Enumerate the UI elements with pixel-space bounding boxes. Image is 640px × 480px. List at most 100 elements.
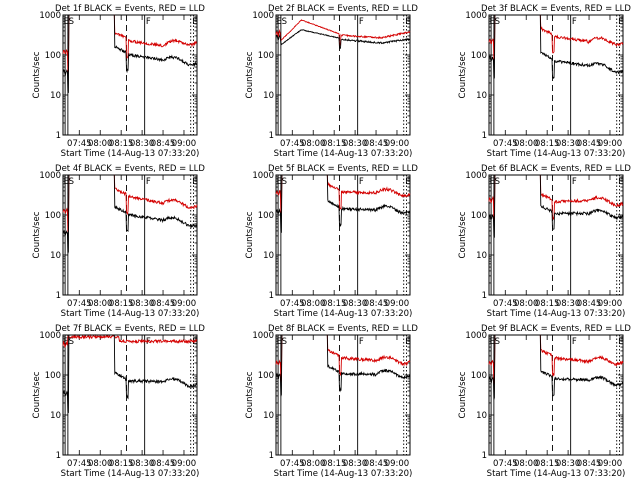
panel-title: Det 3f BLACK = Events, RED = LLD bbox=[481, 4, 631, 14]
event-marker-label: E bbox=[192, 177, 197, 187]
x-tick-label: 08:45 bbox=[364, 459, 389, 469]
events-series-line bbox=[488, 174, 624, 238]
x-tick-label: 08:30 bbox=[130, 299, 155, 309]
x-tick-label: 08:15 bbox=[109, 459, 134, 469]
x-tick-label: 09:00 bbox=[172, 299, 197, 309]
y-axis-label: Counts/sec bbox=[245, 211, 255, 258]
x-tick-label: 07:45 bbox=[67, 459, 92, 469]
x-tick-label: 08:30 bbox=[556, 459, 581, 469]
x-tick-label: 08:45 bbox=[151, 459, 176, 469]
panel-title: Det 1f BLACK = Events, RED = LLD bbox=[55, 4, 205, 14]
y-tick-label: 1000 bbox=[252, 11, 274, 21]
x-tick-label: 07:45 bbox=[493, 139, 518, 149]
y-tick-label: 100 bbox=[471, 371, 487, 381]
y-tick-label: 10 bbox=[476, 91, 487, 101]
y-tick-label: 1000 bbox=[39, 11, 61, 21]
event-marker-label: S bbox=[69, 17, 74, 27]
x-tick-label: 08:00 bbox=[514, 139, 539, 149]
x-tick-label: 08:15 bbox=[535, 139, 560, 149]
event-marker-label: E bbox=[490, 177, 495, 187]
x-tick-label: 08:15 bbox=[535, 299, 560, 309]
event-marker-label: S bbox=[495, 337, 500, 347]
lld-series-line bbox=[488, 334, 624, 385]
x-tick-label: 09:00 bbox=[598, 459, 623, 469]
x-tick-label: 07:45 bbox=[280, 459, 305, 469]
events-series-line bbox=[488, 334, 624, 400]
event-marker-label: E bbox=[618, 17, 623, 27]
y-axis-label: Counts/sec bbox=[458, 51, 468, 98]
x-tick-label: 08:00 bbox=[88, 299, 113, 309]
y-axis-label: Counts/sec bbox=[245, 371, 255, 418]
event-marker-label: E bbox=[405, 17, 410, 27]
event-marker-label: S bbox=[282, 337, 287, 347]
x-tick-label: 08:00 bbox=[301, 459, 326, 469]
x-tick-label: 08:30 bbox=[343, 139, 368, 149]
event-marker-label: S bbox=[69, 177, 74, 187]
y-tick-label: 100 bbox=[258, 51, 274, 61]
detector-panel: Det 9f BLACK = Events, RED = LLD 1 10 100 10… bbox=[458, 324, 631, 479]
y-tick-label: 1 bbox=[482, 291, 487, 301]
x-axis-label: Start Time (14-Aug-13 07:33:20) bbox=[61, 469, 200, 479]
y-tick-label: 10 bbox=[476, 411, 487, 421]
x-axis-label: Start Time (14-Aug-13 07:33:20) bbox=[487, 309, 626, 319]
event-marker-label: E bbox=[405, 177, 410, 187]
detector-panel: Det 4f BLACK = Events, RED = LLD 1 10 100 10… bbox=[32, 164, 205, 319]
y-tick-label: 1 bbox=[269, 451, 274, 461]
x-tick-label: 08:15 bbox=[109, 299, 134, 309]
event-marker-label: F bbox=[359, 177, 364, 187]
x-tick-label: 09:00 bbox=[385, 299, 410, 309]
lld-series-line bbox=[488, 174, 624, 221]
lld-series-line bbox=[62, 333, 198, 348]
y-axis-label: Counts/sec bbox=[32, 51, 42, 98]
plot-frame bbox=[488, 174, 624, 296]
event-marker-label: S bbox=[282, 177, 287, 187]
y-tick-label: 1000 bbox=[465, 11, 487, 21]
x-tick-label: 08:30 bbox=[556, 299, 581, 309]
x-tick-label: 09:00 bbox=[598, 299, 623, 309]
x-tick-label: 07:45 bbox=[67, 299, 92, 309]
x-tick-label: 08:15 bbox=[322, 459, 347, 469]
y-tick-label: 1000 bbox=[252, 331, 274, 341]
y-tick-label: 1 bbox=[56, 131, 61, 141]
x-tick-label: 08:00 bbox=[301, 139, 326, 149]
lld-series-line bbox=[62, 14, 198, 73]
x-tick-label: 07:45 bbox=[493, 299, 518, 309]
events-series-line bbox=[275, 334, 411, 397]
detector-panel: Det 1f BLACK = Events, RED = LLD 1 10 100 10… bbox=[32, 4, 205, 159]
detector-panel: Det 3f BLACK = Events, RED = LLD 1 10 100 10… bbox=[458, 4, 631, 159]
plot-frame bbox=[488, 14, 624, 136]
x-axis-label: Start Time (14-Aug-13 07:33:20) bbox=[274, 149, 413, 159]
event-marker-label: E bbox=[64, 177, 69, 187]
x-tick-label: 09:00 bbox=[385, 459, 410, 469]
events-series-line bbox=[275, 29, 411, 50]
y-tick-label: 100 bbox=[471, 211, 487, 221]
events-series-line bbox=[62, 14, 198, 94]
x-axis-label: Start Time (14-Aug-13 07:33:20) bbox=[274, 469, 413, 479]
events-series-line bbox=[275, 174, 411, 233]
y-axis-label: Counts/sec bbox=[458, 371, 468, 418]
x-tick-label: 09:00 bbox=[172, 139, 197, 149]
lld-series-line bbox=[275, 19, 411, 47]
y-axis-label: Counts/sec bbox=[245, 51, 255, 98]
x-tick-label: 08:45 bbox=[577, 139, 602, 149]
events-series-line bbox=[62, 334, 198, 414]
detector-panel: Det 5f BLACK = Events, RED = LLD 1 10 100 10… bbox=[245, 164, 418, 319]
event-marker-label: F bbox=[146, 177, 151, 187]
event-marker-label: E bbox=[618, 337, 623, 347]
y-tick-label: 100 bbox=[471, 51, 487, 61]
detector-panel: Det 6f BLACK = Events, RED = LLD 1 10 100 10… bbox=[458, 164, 631, 319]
y-tick-label: 1 bbox=[482, 451, 487, 461]
x-tick-label: 08:00 bbox=[88, 459, 113, 469]
x-tick-label: 09:00 bbox=[598, 139, 623, 149]
y-tick-label: 1000 bbox=[465, 171, 487, 181]
x-tick-label: 08:15 bbox=[322, 299, 347, 309]
x-tick-label: 08:00 bbox=[514, 459, 539, 469]
plot-frame bbox=[275, 14, 411, 136]
y-tick-label: 1 bbox=[56, 451, 61, 461]
y-tick-label: 1 bbox=[269, 131, 274, 141]
event-marker-label: E bbox=[405, 337, 410, 347]
plot-frame bbox=[275, 174, 411, 296]
x-tick-label: 08:30 bbox=[130, 139, 155, 149]
x-tick-label: 08:45 bbox=[151, 139, 176, 149]
event-marker-label: E bbox=[490, 337, 495, 347]
